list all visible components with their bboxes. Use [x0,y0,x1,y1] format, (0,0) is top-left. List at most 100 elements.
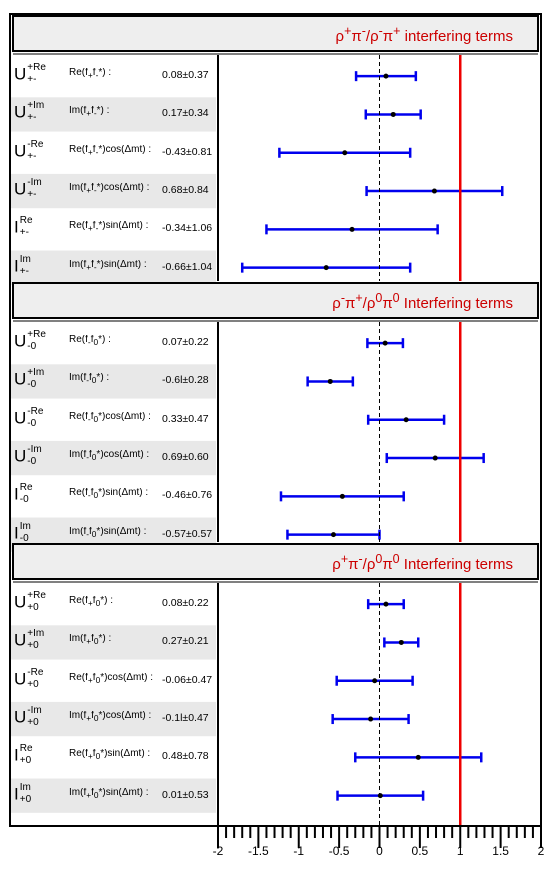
term-formula: Re(f+f0*) : [69,596,113,609]
term-symbol-box: U -Im+0 [14,705,42,729]
term-formula: Im(f+f0*)cos(Δmt) : [69,711,152,724]
panel-title-box: ρ+π-/ρ0π0 Interfering terms [332,553,513,572]
data-point [342,150,348,156]
term-value: 0.48±0.78 [162,751,209,763]
term-value: -0.43±0.81 [162,146,213,158]
term-formula: Re(f+f-*) : [69,68,112,81]
term-value-box: 0.33±0.47 [162,413,209,425]
data-point [368,716,374,722]
x-tick-label: 1.5 [492,844,509,858]
term-formula: Im(f+f-*)sin(Δmt) : [69,259,147,272]
term-symbol: I Re +- [14,215,33,239]
row-shade [11,173,216,209]
panel-title: ρ-π+/ρ0π0 Interfering terms [332,292,513,312]
term-formula: Im(f+f-*)cos(Δmt) : [69,183,150,196]
x-tick-label: -2 [213,844,224,858]
term-formula: Re(f+f0*)cos(Δmt) : [69,672,153,685]
term-value-box: -0.46±0.76 [162,490,213,502]
term-symbol-box: I Re+0 [14,743,33,766]
term-symbol: U +Re -0 [14,329,46,353]
data-point [390,111,396,117]
term-symbol-box: I Im+0 [14,782,31,805]
term-value: -0.57±0.57 [162,528,213,540]
term-formula-box: Im(f+f0*)cos(Δmt) : [69,711,152,724]
term-formula-box: Im(f+f-*)cos(Δmt) : [69,183,150,196]
term-value: -0.06±0.47 [162,674,213,686]
x-tick-label: -1 [293,844,304,858]
term-value-box: -0.66±1.04 [162,262,212,272]
data-point [339,493,345,499]
term-formula-box: Im(f-f0*)cos(Δmt) : [69,450,150,463]
term-value-box: -0.57±0.57 [162,528,213,540]
data-point [431,188,437,194]
term-symbol: U +Im +0 [14,628,45,652]
data-point [327,378,333,384]
term-formula-box: Re(f+f0*)sin(Δmt) : [69,749,150,760]
term-symbol: U +Re +- [14,62,46,86]
term-symbol: I Im +- [14,253,31,277]
term-value-box: 0.68±0.84 [162,185,209,197]
term-value: -0.34±1.06 [162,223,213,235]
term-symbol: U +Im +- [14,100,45,124]
term-symbol: U +Im -0 [14,367,45,391]
term-formula: Im(f+f-*) : [69,106,110,119]
term-symbol-box: U +Im+- [14,100,45,124]
term-value-box: 0.48±0.78 [162,751,209,763]
term-value-box: 0.07±0.22 [162,337,209,349]
term-value-box: 0.08±0.37 [162,70,209,82]
data-point [330,532,336,538]
term-symbol: U -Im +0 [14,705,42,729]
term-symbol-box: U -Im-0 [14,444,42,467]
term-symbol-box: U +Re-0 [14,329,46,353]
term-formula: Im(f-f0*) : [69,373,110,386]
term-formula: Im(f-f0*)cos(Δmt) : [69,450,150,463]
term-value: -0.1l±0.47 [162,713,209,725]
term-symbol-box: I Im+- [14,253,31,277]
term-formula-box: Re(f+f0*)cos(Δmt) : [69,672,153,685]
panel-title-box: ρ+π-/ρ-π+ interfering terms [335,25,513,45]
term-formula-box: Re(f-f0*)sin(Δmt) : [69,488,148,499]
row-shade [11,778,216,813]
term-value-box: 0.27±0.21 [162,636,209,648]
term-value: 0.33±0.47 [162,413,209,425]
term-formula-box: Re(f+f-*)sin(Δmt) : [69,221,148,232]
term-value: 0.01±0.53 [162,789,209,801]
term-symbol-box: I Re-0 [14,482,33,506]
term-value-box: 0.69±0.60 [162,452,209,464]
term-value: -0.6l±0.28 [162,375,209,387]
term-formula-box: Re(f+f0*) : [69,596,113,609]
term-symbol: U -Re -0 [14,405,44,429]
term-formula: Re(f+f-*)cos(Δmt) : [69,144,152,157]
term-symbol: U -Re +0 [14,666,44,690]
row-shade [11,250,216,285]
term-formula-box: Im(f+f0*) : [69,634,111,645]
term-symbol-box: I Im-0 [14,521,31,544]
x-tick-label: 1 [457,844,464,858]
term-value: 0.68±0.84 [162,185,209,197]
data-point [403,417,409,423]
panel-title: ρ+π-/ρ-π+ interfering terms [335,25,513,45]
term-symbol-box: U +Im+0 [14,628,45,652]
term-formula: Re(f-f0*) : [69,335,111,348]
term-value: 0.07±0.22 [162,337,209,349]
term-value: 0.27±0.21 [162,636,209,648]
term-formula-box: Im(f-f0*) : [69,373,110,386]
panel-title-box: ρ-π+/ρ0π0 Interfering terms [332,292,513,312]
term-value: 0.08±0.37 [162,70,209,82]
term-symbol: I Re -0 [14,482,33,506]
term-value-box: -0.06±0.47 [162,674,213,686]
term-value-box: -0.43±0.81 [162,146,213,158]
data-point [415,754,421,760]
term-value: 0.69±0.60 [162,452,209,464]
term-formula-box: Im(f+f0*)sin(Δmt) : [69,788,149,799]
row-shade [11,625,216,660]
term-value: -0.46±0.76 [162,490,213,502]
term-symbol-box: U -Im+- [14,177,42,200]
term-symbol-box: U -Re-0 [14,405,44,429]
term-symbol-box: U +Re+0 [14,590,46,613]
panel-title-bar [12,282,539,319]
row-shade [11,440,216,476]
x-tick-label: 0.5 [412,844,429,858]
term-symbol-box: U +Re+- [14,62,46,86]
term-formula-box: Im(f-f0*)sin(Δmt) : [69,527,146,538]
